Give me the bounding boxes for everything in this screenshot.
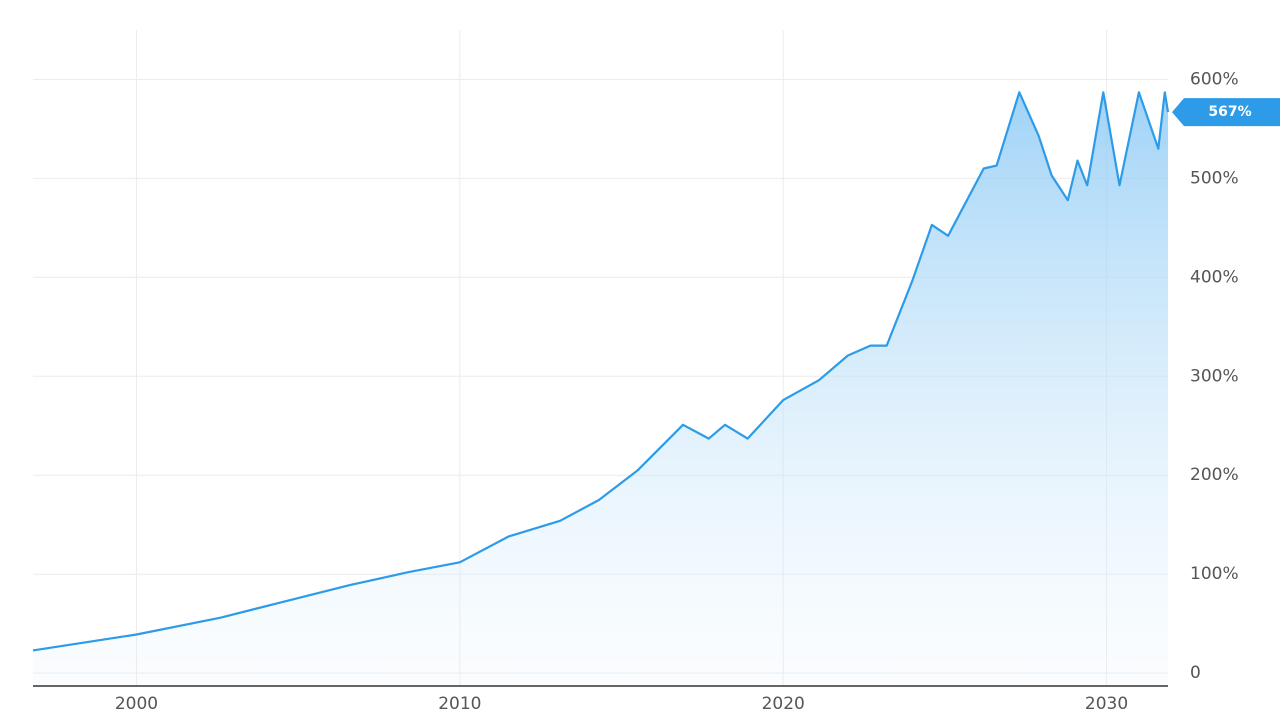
x-tick-label: 2030 bbox=[1085, 694, 1128, 714]
y-tick-label: 500% bbox=[1190, 168, 1239, 188]
line bbox=[32, 91, 1170, 652]
y-tick-label: 400% bbox=[1190, 267, 1239, 287]
area-fill bbox=[33, 92, 1168, 687]
y-tick-label: 600% bbox=[1190, 69, 1239, 89]
current-value-tag bbox=[1172, 98, 1280, 127]
y-tick-label: 0 bbox=[1190, 663, 1201, 683]
y-tick-label: 300% bbox=[1190, 366, 1239, 386]
y-tick-label: 200% bbox=[1190, 465, 1239, 485]
x-tick-label: 2010 bbox=[438, 694, 481, 714]
current-value-label: 567% bbox=[1208, 104, 1251, 120]
x-tick-label: 2020 bbox=[762, 694, 805, 714]
x-tick-label: 2000 bbox=[115, 694, 158, 714]
y-tick-label: 100% bbox=[1190, 564, 1239, 584]
